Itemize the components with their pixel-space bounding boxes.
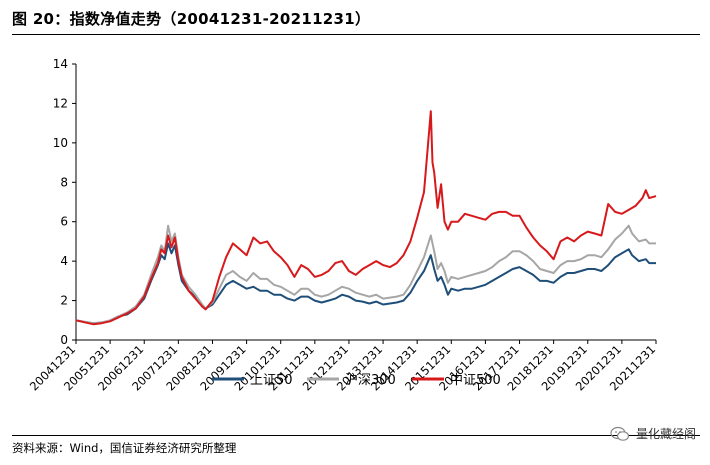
brand-name: 量化藏经阁 xyxy=(635,427,696,441)
wechat-icon xyxy=(610,426,630,441)
y-tick-label: 8 xyxy=(60,175,68,189)
y-tick-label: 12 xyxy=(53,96,68,110)
title-rule xyxy=(12,34,700,35)
legend-label-3: 中证500 xyxy=(450,373,501,388)
footer-rule xyxy=(12,435,700,436)
brand-badge: 量化藏经阁 xyxy=(610,425,696,442)
chart-title: 图 20：指数净值走势（20041231-20211231） xyxy=(12,10,371,28)
source-note: 资料来源：Wind，国信证券经济研究所整理 xyxy=(12,441,237,455)
y-tick-label: 0 xyxy=(60,333,68,347)
y-tick-label: 2 xyxy=(60,294,68,308)
series-line-3 xyxy=(75,110,657,326)
y-tick-label: 6 xyxy=(60,215,68,229)
y-tick-label: 4 xyxy=(60,254,68,268)
series-line-1 xyxy=(75,242,656,325)
series-line-2 xyxy=(75,224,656,325)
legend-label-1: 上证50 xyxy=(250,373,293,388)
legend-label-2: 沪深300 xyxy=(345,372,396,388)
y-tick-label: 10 xyxy=(53,136,68,150)
line-chart: 0246810121420041231200512312006123120071… xyxy=(27,57,658,394)
y-tick-label: 14 xyxy=(53,57,68,71)
